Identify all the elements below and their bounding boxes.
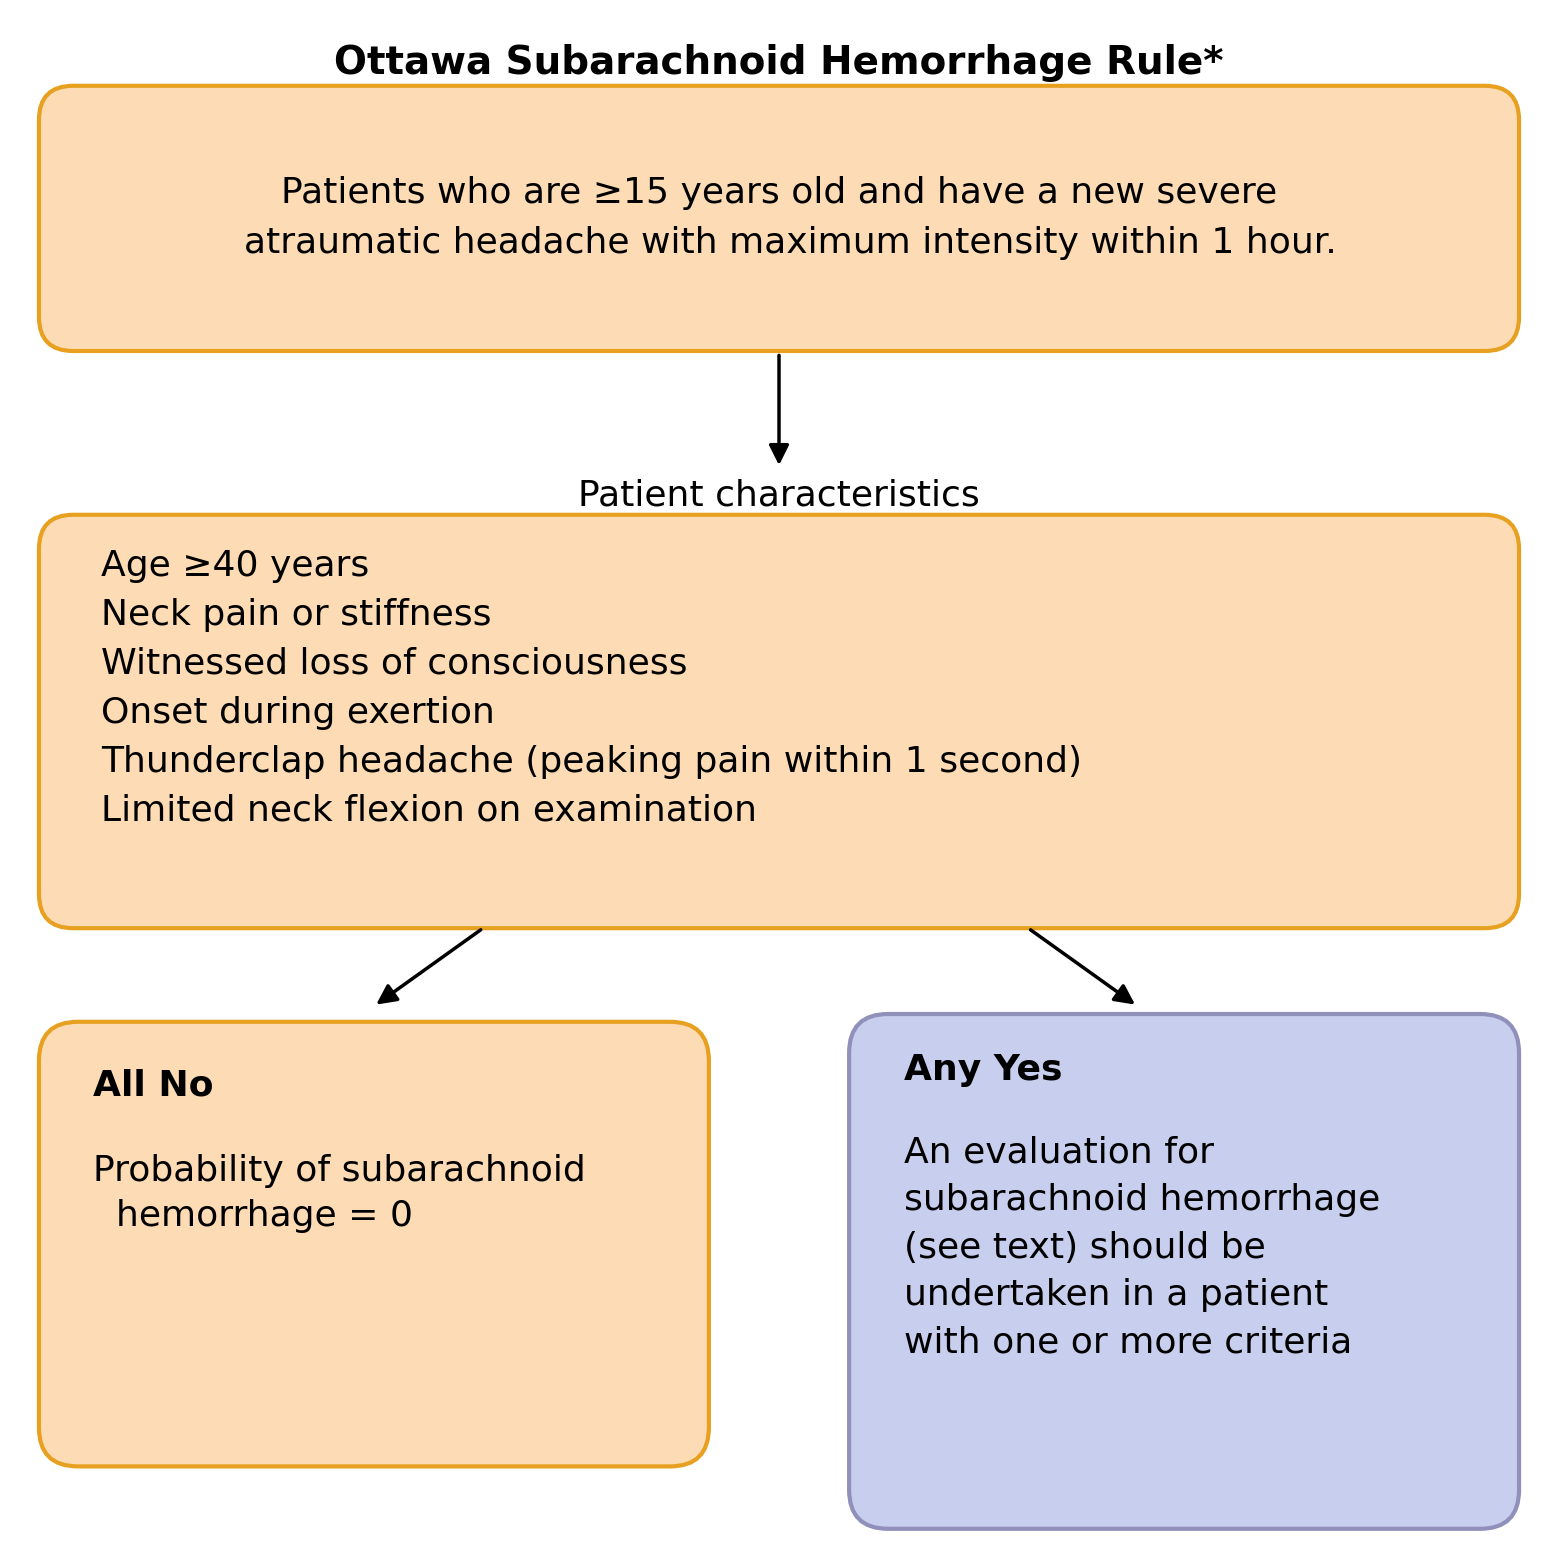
FancyBboxPatch shape xyxy=(39,1022,709,1466)
Text: Any Yes: Any Yes xyxy=(904,1053,1063,1087)
FancyBboxPatch shape xyxy=(39,515,1519,928)
Text: An evaluation for
subarachnoid hemorrhage
(see text) should be
undertaken in a p: An evaluation for subarachnoid hemorrhag… xyxy=(904,1136,1380,1360)
Text: Patient characteristics: Patient characteristics xyxy=(578,479,980,513)
Text: Age ≥40 years
Neck pain or stiffness
Witnessed loss of consciousness
Onset durin: Age ≥40 years Neck pain or stiffness Wit… xyxy=(101,549,1083,827)
FancyBboxPatch shape xyxy=(39,86,1519,351)
FancyBboxPatch shape xyxy=(849,1014,1519,1529)
Text: Probability of subarachnoid
  hemorrhage = 0: Probability of subarachnoid hemorrhage =… xyxy=(93,1154,586,1234)
Text: All No: All No xyxy=(93,1069,213,1103)
Text: Patients who are ≥15 years old and have a new severe
  atraumatic headache with : Patients who are ≥15 years old and have … xyxy=(221,176,1337,261)
Text: Ottawa Subarachnoid Hemorrhage Rule*: Ottawa Subarachnoid Hemorrhage Rule* xyxy=(335,44,1223,81)
